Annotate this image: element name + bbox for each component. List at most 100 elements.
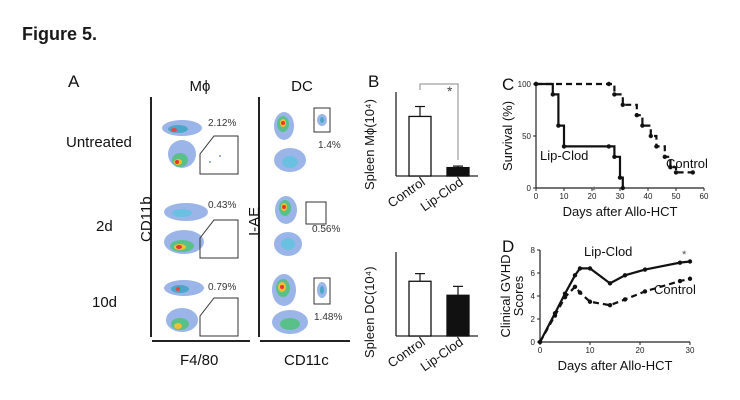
panel-d-label: D [502,237,514,256]
series-line-control [539,277,691,343]
y-tick-label: 8 [531,246,536,255]
x-tick-label: 10 [586,346,595,355]
data-point-control [537,339,543,345]
data-point-control [577,290,583,295]
row-label-untreated: Untreated [66,134,132,151]
data-point-control [634,113,639,118]
flow-plot-mphi-10d [160,266,248,338]
x-axis-label: Days after Allo-HCT [558,358,673,373]
data-point-lip-clod [687,259,693,264]
panel-c-label: C [502,75,514,94]
mphi-x-axis-line [152,340,250,342]
dc-y-axis-line [258,97,260,337]
x-tick-label: 0 [538,346,543,355]
series-label-control: Control [654,282,696,297]
chart-gvhd-scores: D 0 10 20 30 0 2 4 6 8 Days after Allo-HCT Clinica… [500,237,696,373]
tick-label-lip-clod: Lip-Clod [417,334,465,374]
data-point-lip-clod [622,273,628,278]
data-point-control [673,170,679,175]
series-label-control: Control [666,156,708,171]
x-tick-label: 0 [534,192,539,201]
y-axis-label: Survival (%) [500,101,515,171]
row-label-2d: 2d [96,218,113,235]
bar-control [408,280,432,337]
b2-y-axis-label: Spleen DC(10⁴) [362,266,377,358]
x-tick-label: 50 [672,192,681,201]
dc-x-axis-label: CD11c [284,352,329,369]
data-point-lip-clod [561,144,567,149]
pct-mphi-untreated: 2.12% [208,118,237,129]
dc-y-axis-label: I-AE [246,206,263,236]
data-point-lip-clod [607,281,613,286]
data-point-lip-clod [577,266,583,271]
y-tick-label: 4 [531,292,536,301]
x-tick-label: 20 [588,192,597,201]
y-tick-label: 2 [531,315,536,324]
flow-plot-dc-untreated [264,104,352,176]
mphi-y-axis-line [150,97,152,337]
data-point-control [562,294,568,300]
data-point-lip-clod [587,266,593,271]
panel-b-label: B [368,72,380,91]
y-tick-label: 0 [527,184,532,193]
data-point-lip-clod [572,273,578,278]
tick-label-lip-clod: Lip-Clod [417,174,465,214]
data-point-control [612,92,617,97]
data-point-lip-clod [606,144,611,149]
bar-lip-clod [446,294,470,337]
data-point-control [552,313,558,318]
data-point-control [690,170,695,175]
mphi-y-axis-label: CD11b [138,196,155,242]
data-point-control [668,165,673,170]
x-tick-label: 10 [560,192,569,201]
mphi-column-title: Mϕ [189,78,211,95]
bar-control [408,115,432,177]
pct-mphi-2d: 0.43% [208,200,237,211]
data-point-control [642,289,648,294]
data-point-control [654,144,659,149]
b1-y-axis-label: Spleen Mϕ(10⁴) [362,99,377,190]
y-tick-label: 50 [522,132,531,141]
pct-mphi-10d: 0.79% [208,282,237,293]
data-point-control [620,102,625,107]
x-tick-label: 20 [636,346,645,355]
data-point-lip-clod [612,154,617,159]
bar-lip-clod [446,166,470,177]
series-label-lip-clod: Lip-Clod [584,244,632,259]
b1-significance-star: * [447,83,453,99]
data-point-control [640,123,645,128]
x-tick-label: 60 [700,192,709,201]
significance-star: * [592,185,597,197]
series-label-lip-clod: Lip-Clod [540,148,588,163]
panel-a-label: A [68,72,80,91]
y-tick-label: 6 [531,269,536,278]
row-label-10d: 10d [92,294,118,311]
data-point-control [687,276,693,281]
data-point-control [533,81,539,87]
flow-plot-mphi-2d [160,188,248,260]
x-tick-label: 30 [616,192,625,201]
data-point-lip-clod [620,185,625,191]
significance-bracket [419,83,459,160]
x-tick-label: 40 [644,192,653,201]
flow-plot-dc-2d [264,188,352,260]
chart-survival: C 0 10 20 30 40 50 60 0 50 100 Days after Allo-HCT… [500,75,709,219]
data-point-control [662,154,667,159]
y-tick-label: 100 [518,80,532,89]
series-line-lip-clod [539,260,691,343]
data-point-control [587,299,593,304]
significance-star: * [682,249,687,261]
flow-plot-dc-10d [264,266,352,338]
data-point-control [622,297,628,302]
data-point-lip-clod [550,92,555,97]
data-point-control [607,303,613,308]
dc-column-title: DC [291,78,313,95]
pct-dc-untreated: 1.4% [318,140,341,151]
data-point-control [572,284,578,289]
data-point-control [606,81,611,87]
figure-title: Figure 5. [22,24,98,44]
pct-dc-10d: 1.48% [314,312,343,323]
y-axis-label: Clinical GVHDScores [500,254,526,337]
mphi-x-axis-label: F4/80 [180,352,219,369]
